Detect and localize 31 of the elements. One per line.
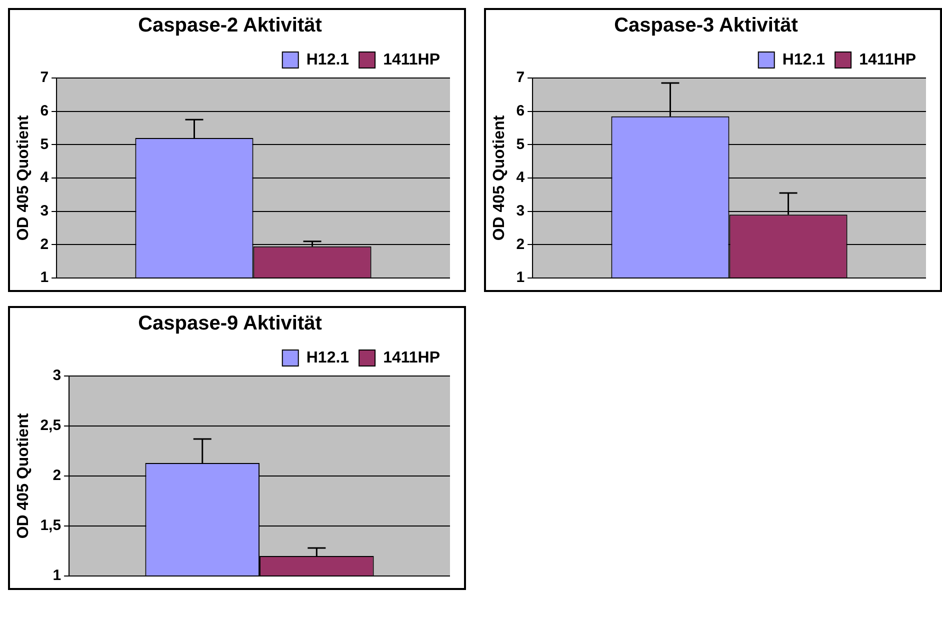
y-tick-label: 4 (516, 169, 526, 186)
y-axis-title: OD 405 Quotient (15, 412, 32, 539)
y-tick-label: 2 (52, 467, 62, 484)
y-tick-label: 3 (40, 202, 49, 220)
y-tick-label: 1 (516, 269, 525, 286)
y-tick-label: 5 (40, 136, 49, 153)
y-tick-label: 2,5 (40, 417, 62, 434)
y-tick-label: 4 (40, 169, 50, 186)
chart-title: Caspase-9 Aktivität (138, 312, 322, 335)
y-axis-title: OD 405 Quotient (491, 114, 508, 241)
legend-label: 1411HP (383, 51, 440, 68)
y-tick-label: 5 (516, 136, 525, 153)
y-tick-label: 3 (52, 367, 62, 384)
y-tick-label: 1 (52, 567, 62, 584)
chart-title: Caspase-3 Aktivität (614, 14, 798, 37)
legend-label: H12.1 (782, 51, 826, 68)
y-tick-label: 2 (516, 236, 525, 253)
legend-label: H12.1 (306, 349, 350, 366)
y-tick-label: 7 (40, 69, 49, 86)
y-tick-label: 3 (516, 202, 525, 220)
y-tick-label: 6 (40, 102, 49, 120)
legend-label: H12.1 (306, 51, 350, 68)
y-tick-label: 2 (40, 236, 49, 253)
chart-title: Caspase-2 Aktivität (138, 14, 322, 37)
y-axis-title: OD 405 Quotient (15, 114, 32, 241)
y-tick-label: 7 (516, 69, 525, 86)
legend-label: 1411HP (859, 51, 916, 68)
y-tick-label: 6 (516, 102, 525, 120)
y-tick-label: 1 (40, 269, 49, 286)
legend-label: 1411HP (383, 349, 440, 366)
y-tick-label: 1,5 (40, 517, 62, 534)
